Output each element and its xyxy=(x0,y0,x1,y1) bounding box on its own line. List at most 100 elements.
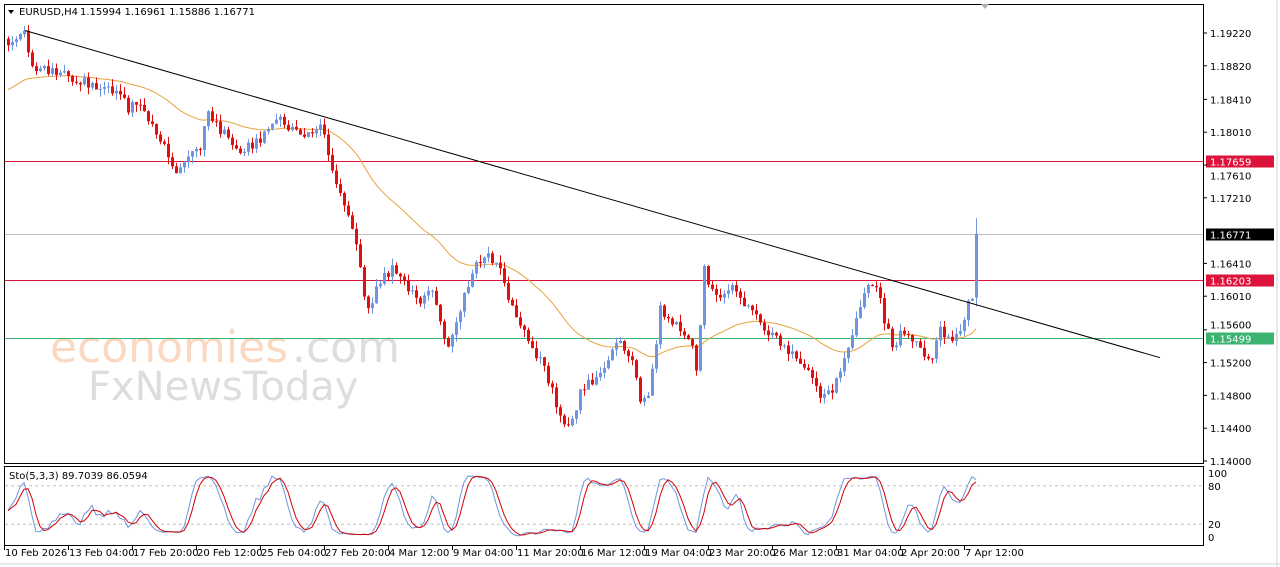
candle-body xyxy=(879,287,882,299)
bull-candle xyxy=(595,370,598,386)
bear-candle xyxy=(883,292,886,331)
candle-body xyxy=(639,377,642,402)
bear-candle xyxy=(175,162,178,174)
bear-candle xyxy=(251,137,254,154)
bull-candle xyxy=(83,73,86,86)
stochastic-tick-label: 80 xyxy=(1208,482,1221,493)
candle-body xyxy=(215,121,218,123)
candle-body xyxy=(227,129,230,138)
candle-body xyxy=(623,341,626,351)
bear-candle xyxy=(111,79,114,96)
bull-candle xyxy=(247,139,250,156)
candle-body xyxy=(35,66,38,72)
bear-candle xyxy=(831,383,834,400)
bear-candle xyxy=(531,336,534,349)
candle-body xyxy=(927,356,930,359)
bull-candle xyxy=(191,151,194,164)
stochastic-frame xyxy=(4,466,1204,546)
bear-candle xyxy=(139,98,142,111)
candle-body xyxy=(335,170,338,185)
bear-candle xyxy=(283,113,286,129)
bear-candle xyxy=(887,318,890,330)
bear-candle xyxy=(403,273,406,286)
bear-candle xyxy=(219,114,222,138)
candle-body xyxy=(59,72,62,75)
bear-candle xyxy=(767,325,770,342)
bull-candle xyxy=(967,299,970,327)
bear-candle xyxy=(227,126,230,140)
time-tick-label: 25 Feb 04:00 xyxy=(261,548,327,559)
bull-candle xyxy=(771,327,774,340)
candle-body xyxy=(891,328,894,348)
bear-candle xyxy=(795,350,798,362)
candle-body xyxy=(975,233,978,298)
price-tick-label: 1.15600 xyxy=(1210,321,1251,332)
bull-candle xyxy=(15,36,18,47)
bull-candle xyxy=(391,258,394,284)
candle-body xyxy=(483,257,486,264)
bear-candle xyxy=(147,110,150,125)
candle-body xyxy=(319,124,322,130)
bear-candle xyxy=(695,344,698,376)
trendline[interactable] xyxy=(24,30,1161,359)
candle-body xyxy=(271,123,274,129)
bear-candle xyxy=(671,316,674,327)
time-tick-label: 19 Mar 04:00 xyxy=(645,548,712,559)
candle-body xyxy=(103,87,106,89)
candle-body xyxy=(383,273,386,284)
candle-body xyxy=(719,294,722,298)
candle-body xyxy=(867,284,870,294)
bear-candle xyxy=(711,280,714,292)
candle-body xyxy=(543,357,546,366)
price-levels: 1.17659 1.16203 1.15499 1.16771 xyxy=(5,155,1274,346)
candle-body xyxy=(527,329,530,342)
candle-body xyxy=(859,307,862,319)
bear-candle xyxy=(555,383,558,414)
candle-body xyxy=(651,368,654,396)
candle-body xyxy=(647,395,650,398)
bull-candle xyxy=(867,283,870,299)
bear-candle xyxy=(443,319,446,345)
candle-body xyxy=(907,333,910,335)
bull-candle xyxy=(607,355,610,370)
bear-candle xyxy=(399,272,402,284)
candle-body xyxy=(63,71,66,73)
symbol-timeframe: EURUSD,H4 xyxy=(19,7,78,18)
candle-body xyxy=(747,305,750,307)
bear-candle xyxy=(535,340,538,362)
bear-candle xyxy=(819,382,822,404)
chart-shift-marker-icon[interactable] xyxy=(981,4,989,9)
bull-candle xyxy=(971,297,974,301)
bull-candle xyxy=(11,36,14,51)
candle-body xyxy=(499,262,502,269)
dropdown-triangle-icon[interactable] xyxy=(8,10,14,14)
bull-candle xyxy=(863,287,866,310)
bull-candle xyxy=(571,415,574,427)
candle-body xyxy=(143,104,146,112)
bear-candle xyxy=(211,106,214,123)
bull-candle xyxy=(263,130,266,145)
bull-candle xyxy=(839,367,842,383)
bull-candle xyxy=(899,324,902,348)
bull-candle xyxy=(207,110,210,131)
bear-candle xyxy=(87,72,90,95)
candle-body xyxy=(303,134,306,137)
candle-body xyxy=(435,290,438,305)
chart-header: EURUSD,H4 1.15994 1.16961 1.15886 1.16771 xyxy=(8,7,255,18)
bear-candle xyxy=(931,358,934,364)
bear-candle xyxy=(875,281,878,293)
bull-candle xyxy=(459,309,462,330)
candle-body xyxy=(379,283,382,287)
candle-body xyxy=(759,314,762,323)
bull-candle xyxy=(731,282,734,295)
candle-body xyxy=(839,371,842,379)
candle-body xyxy=(91,82,94,88)
candle-body xyxy=(359,244,362,268)
candle-body xyxy=(387,273,390,277)
candle-body xyxy=(595,377,598,385)
bull-candle xyxy=(783,343,786,349)
bull-candle xyxy=(243,148,246,157)
candle-body xyxy=(863,293,866,308)
